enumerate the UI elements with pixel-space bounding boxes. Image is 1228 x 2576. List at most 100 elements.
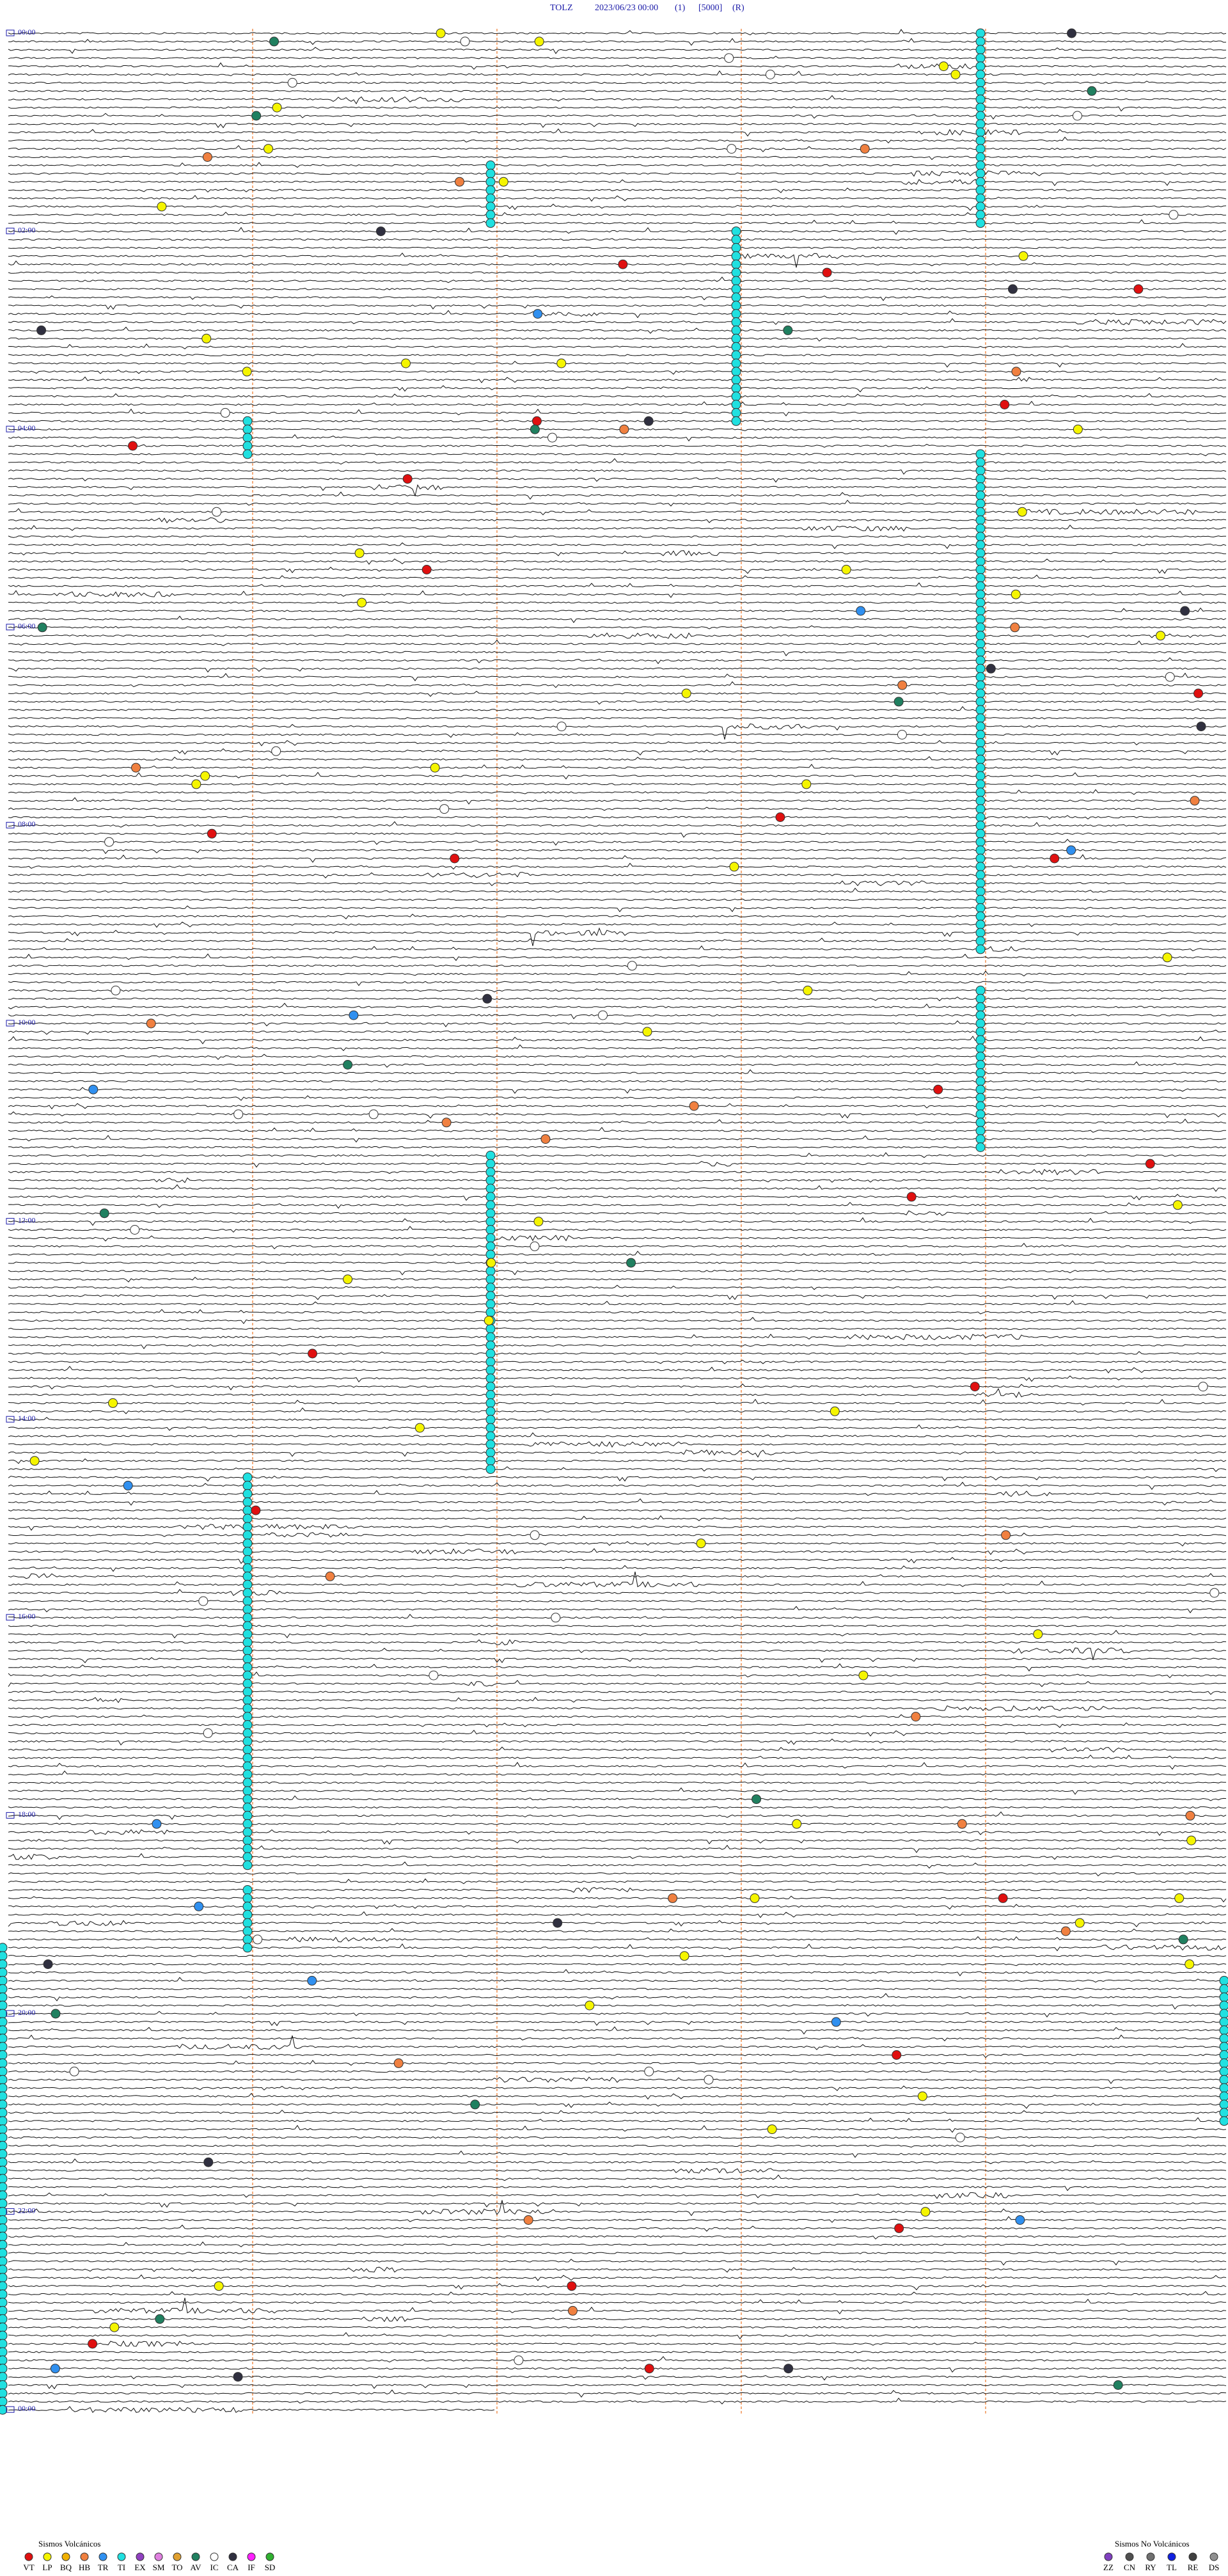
event-marker (731, 400, 741, 409)
event-marker (1174, 1893, 1185, 1903)
event-marker (0, 2124, 8, 2135)
event-marker (0, 2050, 8, 2060)
event-marker (534, 36, 544, 47)
event-marker (242, 1579, 253, 1590)
legend-label: TL (1167, 2563, 1177, 2572)
event-marker (533, 1217, 544, 1227)
trace (8, 880, 1227, 887)
event-marker (619, 424, 629, 434)
event-marker (242, 1728, 253, 1738)
event-marker (1060, 1926, 1071, 1936)
trace (8, 1663, 1227, 1671)
trace (8, 1853, 1227, 1860)
trace (8, 400, 1227, 406)
event-marker (485, 1373, 496, 1384)
event-marker (485, 160, 496, 170)
event-marker (970, 1382, 980, 1392)
event-marker (242, 1497, 253, 1507)
datetime: 2023/06/23 00:00 (595, 3, 658, 13)
event-marker (343, 1060, 353, 1070)
event-marker (485, 1200, 496, 1210)
trace (8, 535, 1226, 538)
event-marker (975, 474, 986, 484)
trace (8, 453, 1227, 457)
trace (8, 1541, 1227, 1547)
event-marker (731, 407, 741, 418)
trace (8, 1029, 1227, 1035)
event-marker (724, 53, 734, 63)
event-marker (731, 235, 741, 244)
event-marker (975, 515, 986, 525)
event-marker (0, 2000, 8, 2011)
trace (8, 1872, 1227, 1877)
event-marker (485, 1448, 496, 1458)
trace (8, 1327, 1227, 1331)
event-marker (400, 358, 411, 368)
trace (8, 2326, 1227, 2329)
trace (8, 854, 1227, 863)
channel: (1) (675, 3, 686, 13)
trace (8, 2241, 1227, 2248)
event-marker (975, 490, 986, 500)
trace (8, 887, 1227, 893)
trace (8, 1475, 1227, 1482)
trace (8, 1375, 1227, 1383)
event-marker (421, 565, 432, 574)
event-marker (0, 2314, 8, 2324)
event-marker (485, 1423, 496, 1433)
event-marker (242, 1736, 253, 1746)
event-marker (242, 1629, 253, 1640)
event-marker (242, 1555, 253, 1565)
trace (8, 1103, 1227, 1110)
trace (8, 1080, 1227, 1083)
event-marker (242, 1638, 253, 1647)
trace (8, 2003, 1227, 2010)
event-marker (349, 1010, 359, 1020)
event-marker (975, 919, 986, 929)
event-marker (975, 787, 986, 798)
event-marker (242, 1827, 253, 1837)
trace (8, 491, 1227, 500)
event-marker (375, 226, 386, 237)
event-marker (731, 301, 741, 311)
event-marker (975, 672, 986, 682)
event-marker (203, 1728, 213, 1738)
legend-swatch (61, 2552, 70, 2561)
event-marker (0, 2017, 8, 2027)
trace (8, 1217, 1227, 1226)
trace (8, 1449, 1227, 1458)
event-marker (1193, 688, 1204, 699)
event-marker (1010, 622, 1020, 633)
event-marker (128, 441, 138, 451)
trace (8, 2092, 1227, 2100)
event-marker (0, 2042, 8, 2052)
event-marker (485, 1150, 496, 1160)
trace (8, 1639, 1227, 1645)
trace (8, 1838, 1227, 1845)
event-marker (975, 1126, 986, 1136)
trace (8, 921, 1227, 928)
trace (8, 542, 1227, 549)
trace (8, 632, 1227, 639)
legend-swatch (1104, 2552, 1113, 2561)
event-marker (212, 507, 222, 517)
event-marker (975, 779, 986, 789)
trace (8, 1284, 1227, 1290)
event-marker (975, 928, 986, 938)
trace (8, 155, 1227, 161)
legend-label: VT (23, 2563, 34, 2572)
event-marker (731, 325, 741, 335)
legend-swatch (136, 2552, 145, 2561)
event-marker (975, 532, 986, 542)
event-marker (269, 36, 279, 47)
trace (8, 1782, 1227, 1785)
event-marker (975, 201, 986, 212)
event-marker (975, 1076, 986, 1086)
event-marker (975, 1060, 986, 1070)
event-marker (975, 28, 986, 38)
event-marker (897, 730, 907, 739)
event-marker (0, 2207, 8, 2217)
event-marker (530, 1530, 540, 1540)
event-marker (975, 688, 986, 699)
event-marker (975, 903, 986, 913)
